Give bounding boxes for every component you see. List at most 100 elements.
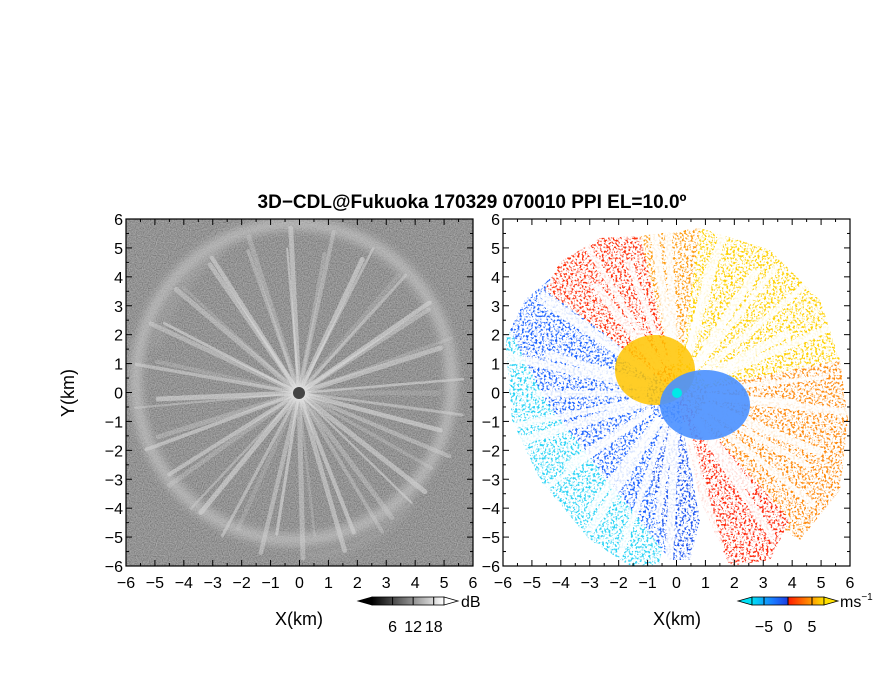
intensity-y-axis-label: Y(km) xyxy=(58,369,78,417)
colorbar-tick-label: 6 xyxy=(388,619,397,636)
velocity-colorbar-right-arrow xyxy=(823,596,840,606)
velocity-gap-ray xyxy=(513,396,649,429)
intensity-beam-rays xyxy=(133,225,465,561)
x-tick-label: 2 xyxy=(730,575,739,592)
x-tick-label: 4 xyxy=(411,575,420,592)
intensity-echo-ring-southeast xyxy=(147,224,453,560)
y-tick-label: 3 xyxy=(491,299,500,316)
x-tick-label: 2 xyxy=(353,575,362,592)
intensity-beam-ray xyxy=(296,300,432,396)
x-tick-label: −5 xyxy=(146,575,164,592)
y-tick-label: −5 xyxy=(482,530,500,547)
intensity-beam-ray xyxy=(133,391,301,409)
velocity-sector-yellow-northeast xyxy=(677,228,840,393)
colorbar-tick-label: 5 xyxy=(808,619,817,636)
x-tick-label: −4 xyxy=(175,575,193,592)
colorbar-tick-label: −5 xyxy=(755,619,773,636)
y-tick-label: 2 xyxy=(114,328,123,345)
intensity-beam-ray xyxy=(246,234,302,396)
velocity-gap-ray xyxy=(690,268,761,371)
x-tick-label: 6 xyxy=(846,575,855,592)
intensity-panel: −6 −5 −4 −3 −2 −1 0 1 2 3 4 5 6 −6 −5 −4 −3 −2 −1 0 1 2 3 4 5 6 X… xyxy=(58,212,478,629)
intensity-axis-ticks: −6 −5 −4 −3 −2 −1 0 1 2 3 4 5 6 −6 −5 −4 −3 −2 −1 0 1 2 3 4 5 6 xyxy=(105,212,478,592)
intensity-beam-ray xyxy=(296,390,348,553)
intensity-beam-ray xyxy=(297,251,327,395)
velocity-gap-ray xyxy=(703,319,843,385)
y-tick-label: −4 xyxy=(482,501,500,518)
intensity-beam-ray xyxy=(297,230,336,395)
intensity-beam-ray xyxy=(207,262,302,396)
velocity-gap-ray xyxy=(698,279,813,377)
radar-site-marker xyxy=(293,387,305,399)
x-tick-label: 1 xyxy=(324,575,333,592)
velocity-gap-ray xyxy=(564,406,655,471)
intensity-beam-ray xyxy=(167,391,301,477)
x-tick-label: −1 xyxy=(261,575,279,592)
velocity-colorbar-left-arrow xyxy=(736,596,753,606)
intensity-beam-ray xyxy=(235,390,302,532)
intensity-beam-ray xyxy=(297,336,454,395)
y-tick-label: 6 xyxy=(114,212,123,229)
intensity-beam-ray xyxy=(173,286,302,396)
y-tick-label: −6 xyxy=(105,559,123,576)
intensity-beam-ray xyxy=(296,390,428,495)
intensity-beam-ray xyxy=(296,345,443,396)
intensity-colorbar-left-arrow xyxy=(356,596,373,606)
x-tick-label: 0 xyxy=(295,575,304,592)
intensity-beam-ray xyxy=(297,377,465,395)
intensity-x-axis-label: X(km) xyxy=(275,609,323,629)
intensity-beam-ray xyxy=(154,359,302,396)
intensity-beam-ray xyxy=(181,286,301,395)
y-tick-label: 0 xyxy=(114,386,123,403)
intensity-beam-ray xyxy=(297,391,384,534)
y-tick-label: −2 xyxy=(482,443,500,460)
velocity-gap-ray xyxy=(616,420,670,558)
intensity-beam-ray xyxy=(198,390,302,516)
radar-site-marker-velocity xyxy=(672,388,682,398)
intensity-colorbar-ticks: 6 12 18 xyxy=(388,597,443,636)
velocity-gap-ray xyxy=(693,263,780,372)
y-tick-label: −3 xyxy=(482,472,500,489)
y-tick-label: 3 xyxy=(114,299,123,316)
x-tick-label: 5 xyxy=(440,575,449,592)
x-tick-label: −4 xyxy=(552,575,570,592)
y-tick-label: −6 xyxy=(482,559,500,576)
y-tick-label: 4 xyxy=(491,270,500,287)
intensity-beam-ray xyxy=(296,390,443,433)
intensity-colorbar-gradient xyxy=(371,596,445,606)
x-tick-label: −3 xyxy=(581,575,599,592)
intensity-beam-ray xyxy=(286,247,301,395)
velocity-colorbar-ticks: −5 0 5 xyxy=(755,597,817,636)
colorbar-tick-label: 0 xyxy=(784,619,793,636)
intensity-beam-ray xyxy=(155,390,302,440)
intensity-colorbar-unit: dB xyxy=(461,594,481,611)
velocity-gap-ray xyxy=(587,414,662,512)
intensity-beam-ray xyxy=(258,390,302,556)
velocity-axis-ticks: −6 −5 −4 −3 −2 −1 0 1 2 3 4 5 6 −6 −5 −4 −3 −2 −1 0 1 2 3 4 5 6 xyxy=(482,212,855,592)
x-tick-label: 6 xyxy=(469,575,478,592)
intensity-beam-ray xyxy=(296,256,365,396)
x-tick-label: 0 xyxy=(672,575,681,592)
x-tick-label: −3 xyxy=(204,575,222,592)
y-tick-label: 1 xyxy=(114,357,123,374)
y-tick-label: −4 xyxy=(105,501,123,518)
intensity-beam-ray xyxy=(297,273,408,395)
velocity-gap-ray xyxy=(680,421,716,539)
intensity-beam-ray xyxy=(288,225,302,396)
intensity-beam-ray xyxy=(275,391,301,536)
y-tick-label: −1 xyxy=(482,414,500,431)
velocity-gap-ray xyxy=(664,422,680,566)
y-tick-label: 5 xyxy=(114,241,123,258)
intensity-beam-ray xyxy=(220,391,301,538)
intensity-beam-ray xyxy=(297,247,375,395)
intensity-beam-ray xyxy=(134,362,301,395)
x-tick-label: 5 xyxy=(817,575,826,592)
x-tick-label: 4 xyxy=(788,575,797,592)
y-tick-label: 5 xyxy=(491,241,500,258)
y-tick-label: 0 xyxy=(491,386,500,403)
velocity-gap-ray xyxy=(701,328,792,383)
intensity-beam-ray xyxy=(163,321,301,395)
velocity-core-blue xyxy=(660,370,750,440)
intensity-beam-ray xyxy=(297,391,356,535)
